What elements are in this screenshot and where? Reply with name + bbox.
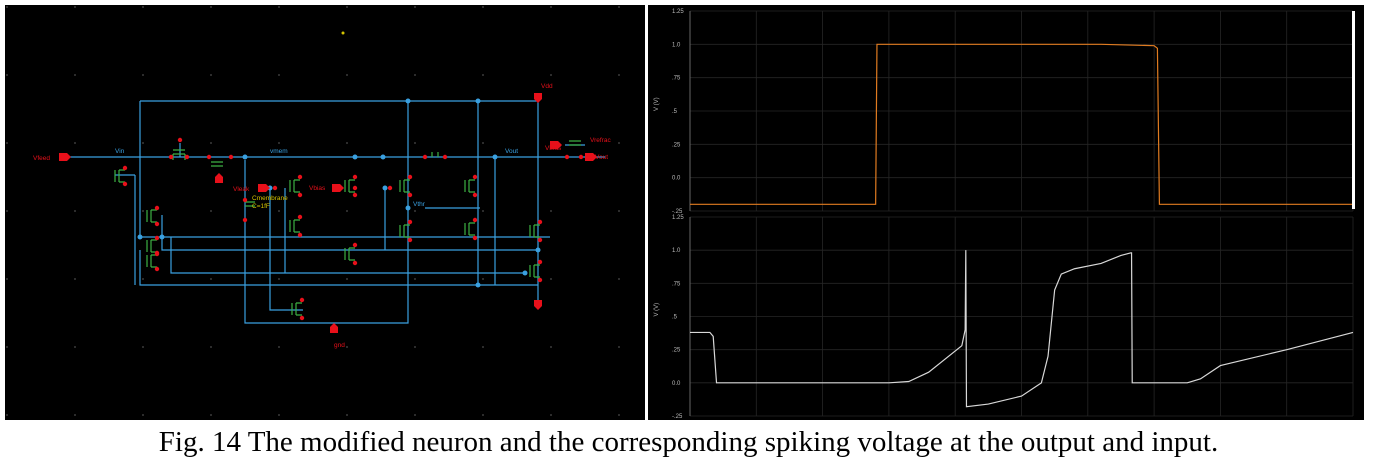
label-vrefrac: Vrefrac bbox=[590, 137, 611, 144]
y-tick-label: 0.0 bbox=[672, 176, 681, 182]
transistors bbox=[114, 140, 581, 316]
label-vin: Vin bbox=[115, 148, 125, 155]
y-tick-label: .5 bbox=[672, 109, 678, 115]
waveform-plots: 1.25 1.0 .75 .5 .25 0.0 -.25 V (V) 1.25 1.0 .75 .5… bbox=[654, 9, 1355, 420]
y-tick-label: -.25 bbox=[672, 414, 683, 420]
label-vout-pin: Vout bbox=[595, 154, 608, 161]
series-line bbox=[690, 43, 1353, 205]
label-cmembrane: Cmembrane bbox=[252, 195, 288, 202]
output-voltage-plot: 1.25 1.0 .75 .5 .25 0.0 -.25 V (V) bbox=[654, 9, 1354, 215]
figure-caption: Fig. 14 The modified neuron and the corr… bbox=[158, 426, 1219, 458]
y-axis-label: V (V) bbox=[654, 303, 660, 317]
label-vthr: Vthr bbox=[413, 201, 426, 208]
label-vfeed: Vfeed bbox=[33, 155, 50, 162]
junctions bbox=[137, 98, 541, 288]
y-tick-label: 1.0 bbox=[672, 248, 681, 254]
wires bbox=[65, 100, 605, 324]
pins bbox=[59, 93, 597, 333]
label-vbias-2: Vbias bbox=[545, 145, 562, 152]
input-voltage-plot: 1.25 1.0 .75 .5 .25 0.0 -.25 V (V) bbox=[654, 215, 1354, 420]
label-gnd: gnd bbox=[334, 342, 345, 349]
label-vbias: Vbias bbox=[309, 185, 326, 192]
terminals bbox=[122, 137, 584, 321]
y-tick-label: .25 bbox=[672, 348, 681, 354]
series-line bbox=[690, 250, 1354, 408]
y-tick-label: -.25 bbox=[672, 209, 683, 215]
y-tick-label: 1.0 bbox=[672, 42, 681, 48]
y-tick-label: .75 bbox=[672, 281, 681, 287]
label-vdd: Vdd bbox=[541, 83, 553, 90]
y-tick-label: .5 bbox=[672, 315, 678, 321]
label-vout-net: Vout bbox=[505, 148, 518, 155]
label-vmem: vmem bbox=[270, 148, 288, 155]
y-tick-label: 1.25 bbox=[672, 215, 684, 221]
y-tick-label: .75 bbox=[672, 76, 681, 82]
neuron-schematic: Vfeed Vin vmem Vout Vout Vrefrac Vleak V… bbox=[5, 5, 645, 420]
label-vleak: Vleak bbox=[233, 186, 250, 193]
waveform-panel: 1.25 1.0 .75 .5 .25 0.0 -.25 V (V) 1.25 1.0 .75 .5… bbox=[648, 5, 1364, 420]
y-tick-label: 0.0 bbox=[672, 381, 681, 387]
y-tick-label: 1.25 bbox=[672, 9, 684, 15]
label-cmem-value: C=1fF bbox=[252, 203, 270, 210]
y-tick-label: .25 bbox=[672, 142, 681, 148]
scrollbar[interactable] bbox=[1352, 11, 1355, 209]
y-axis-label: V (V) bbox=[654, 97, 660, 111]
schematic-panel: Vfeed Vin vmem Vout Vout Vrefrac Vleak V… bbox=[5, 5, 645, 420]
